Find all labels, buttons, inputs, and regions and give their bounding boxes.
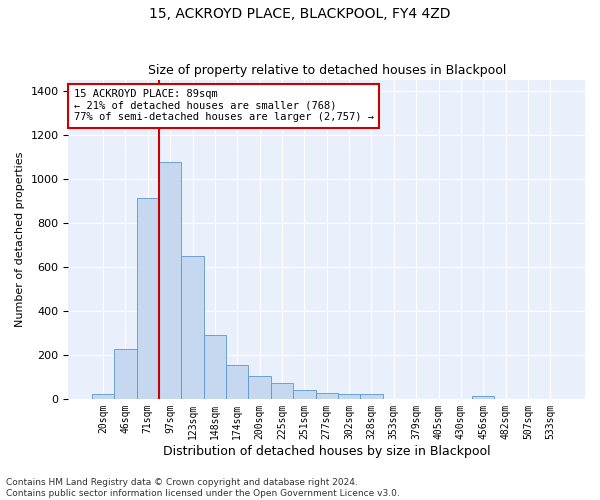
Bar xyxy=(114,350,137,399)
Bar xyxy=(226,364,248,399)
Bar xyxy=(472,396,494,399)
Bar xyxy=(204,335,226,399)
Bar xyxy=(271,384,293,399)
Bar xyxy=(293,390,316,399)
Bar xyxy=(248,376,271,399)
Bar xyxy=(159,162,181,399)
Bar xyxy=(360,394,383,399)
Bar xyxy=(338,394,360,399)
Text: 15, ACKROYD PLACE, BLACKPOOL, FY4 4ZD: 15, ACKROYD PLACE, BLACKPOOL, FY4 4ZD xyxy=(149,8,451,22)
Bar xyxy=(92,394,114,399)
Text: 15 ACKROYD PLACE: 89sqm
← 21% of detached houses are smaller (768)
77% of semi-d: 15 ACKROYD PLACE: 89sqm ← 21% of detache… xyxy=(74,89,374,122)
Bar xyxy=(316,392,338,399)
Y-axis label: Number of detached properties: Number of detached properties xyxy=(15,152,25,327)
Title: Size of property relative to detached houses in Blackpool: Size of property relative to detached ho… xyxy=(148,64,506,77)
Text: Contains HM Land Registry data © Crown copyright and database right 2024.
Contai: Contains HM Land Registry data © Crown c… xyxy=(6,478,400,498)
Bar xyxy=(137,198,159,399)
Bar xyxy=(181,256,204,399)
X-axis label: Distribution of detached houses by size in Blackpool: Distribution of detached houses by size … xyxy=(163,444,491,458)
